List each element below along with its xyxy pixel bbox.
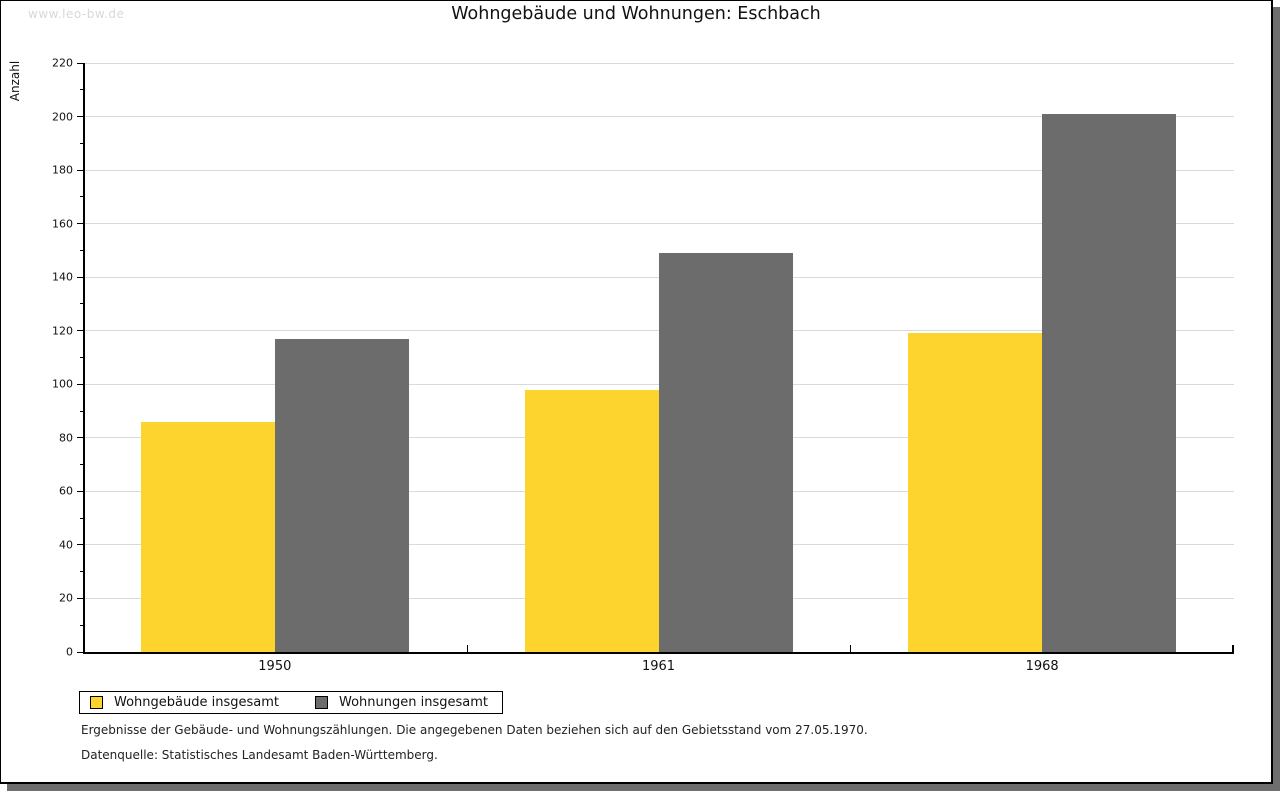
plot-area: 0 20 40 60 80 100 120 140 160 180 200 220 1950 1961 19… (52, 57, 1234, 674)
y-tick-label-20: 20 (59, 591, 73, 605)
y-tick-80 (77, 437, 83, 439)
y-minor-tick-90 (80, 410, 83, 412)
y-axis-line (83, 63, 85, 654)
y-tick-label-40: 40 (59, 538, 73, 552)
gridline-y-220 (83, 62, 1234, 64)
y-tick-label-180: 180 (52, 163, 73, 177)
y-minor-tick-170 (80, 196, 83, 198)
y-tick-20 (77, 597, 83, 599)
y-tick-160 (77, 223, 83, 225)
y-minor-tick-30 (80, 571, 83, 573)
x-axis-line (83, 652, 1234, 654)
y-tick-180 (77, 169, 83, 171)
x-axis-end-tick (1232, 645, 1234, 652)
bar-wohngebaeude-1968 (908, 333, 1043, 652)
y-tick-label-160: 160 (52, 217, 73, 231)
y-tick-220 (77, 62, 83, 64)
legend-swatch-wohngebaeude (90, 696, 103, 709)
y-tick-label-100: 100 (52, 377, 73, 391)
y-tick-label-0: 0 (66, 645, 73, 659)
y-tick-0 (77, 651, 83, 653)
gridline-y-160 (83, 223, 1234, 225)
watermark: www.leo-bw.de (28, 7, 125, 21)
y-minor-tick-150 (80, 249, 83, 251)
y-tick-label-220: 220 (52, 56, 73, 70)
y-tick-label-60: 60 (59, 484, 73, 498)
y-tick-140 (77, 276, 83, 278)
y-tick-label-80: 80 (59, 431, 73, 445)
x-tick-label-1950: 1950 (258, 659, 292, 674)
x-tick-label-1968: 1968 (1025, 659, 1059, 674)
x-tick-label-1961: 1961 (641, 659, 676, 674)
legend: Wohngebäude insgesamt Wohnungen insgesam… (79, 691, 503, 714)
y-minor-tick-10 (80, 624, 83, 626)
bar-wohnungen-1961 (658, 253, 793, 652)
bar-wohngebaeude-1950 (140, 421, 275, 652)
y-axis-label: Anzahl (8, 60, 22, 102)
bar-wohnungen-1968 (1042, 113, 1177, 652)
y-tick-120 (77, 330, 83, 332)
y-minor-tick-210 (80, 89, 83, 91)
footnote-gebietsstand: Ergebnisse der Gebäude- und Wohnungszähl… (81, 723, 868, 737)
y-minor-tick-110 (80, 357, 83, 358)
chart-title: Wohngebäude und Wohnungen: Eschbach (451, 4, 821, 24)
x-separator-tick-2 (850, 645, 852, 652)
y-tick-100 (77, 383, 83, 385)
y-minor-tick-50 (80, 517, 83, 519)
x-separator-tick-1 (466, 645, 468, 652)
legend-swatch-wohnungen (315, 696, 328, 709)
gridline-y-180 (83, 169, 1234, 171)
legend-item-wohnungen: Wohnungen insgesamt (315, 695, 488, 710)
legend-label-wohnungen: Wohnungen insgesamt (339, 695, 488, 710)
y-tick-label-120: 120 (52, 324, 73, 338)
bar-wohngebaeude-1961 (524, 389, 659, 652)
legend-label-wohngebaeude: Wohngebäude insgesamt (114, 695, 279, 710)
y-tick-200 (77, 116, 83, 118)
bar-wohnungen-1950 (274, 338, 409, 652)
gridline-y-200 (83, 116, 1234, 118)
y-minor-tick-130 (80, 303, 83, 305)
y-tick-label-200: 200 (52, 110, 73, 124)
y-tick-label-140: 140 (52, 270, 73, 284)
footnote-datenquelle: Datenquelle: Statistisches Landesamt Bad… (81, 748, 438, 762)
y-minor-tick-70 (80, 464, 83, 466)
y-tick-60 (77, 490, 83, 492)
legend-item-wohngebaeude: Wohngebäude insgesamt (90, 695, 279, 710)
y-tick-40 (77, 544, 83, 546)
y-minor-tick-190 (80, 142, 83, 144)
